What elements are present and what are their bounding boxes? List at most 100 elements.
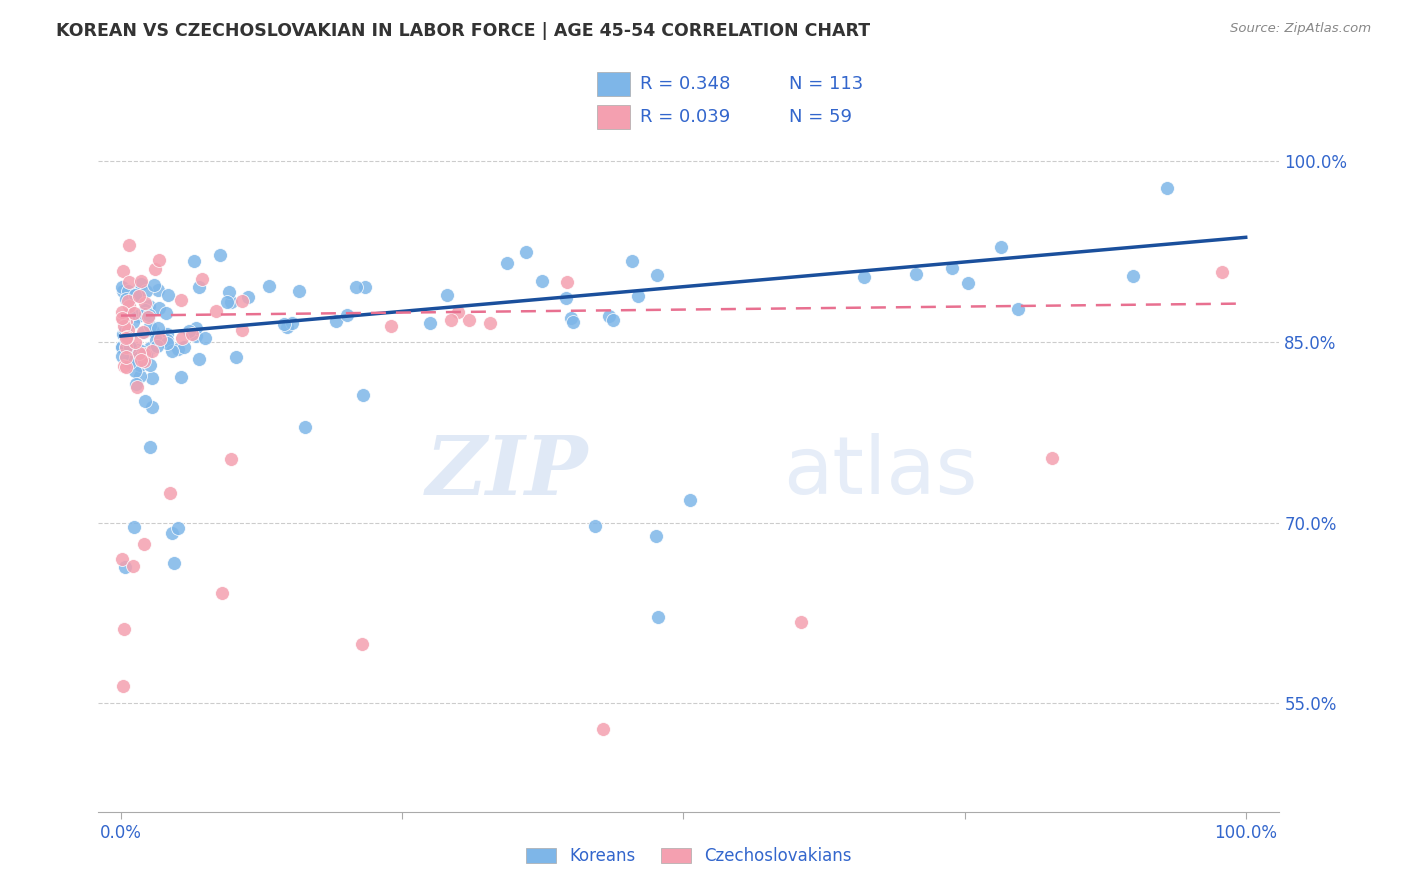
Point — [169, 370, 191, 384]
Point — [117, 285, 139, 299]
Point — [117, 293, 139, 308]
Point — [111, 340, 134, 354]
Point — [111, 552, 134, 566]
Point — [380, 319, 402, 334]
Point — [128, 289, 150, 303]
Point — [1156, 180, 1178, 194]
Point — [136, 310, 159, 324]
Point — [294, 419, 316, 434]
Point — [167, 342, 190, 356]
Point — [148, 252, 170, 267]
Point — [115, 330, 138, 344]
Point — [131, 343, 153, 358]
Point — [440, 313, 463, 327]
Point — [679, 492, 702, 507]
Point — [143, 262, 166, 277]
Point — [211, 586, 233, 600]
Point — [592, 722, 614, 736]
Point — [620, 254, 643, 268]
Point — [853, 270, 876, 285]
Point — [555, 291, 578, 305]
Point — [127, 380, 149, 394]
Point — [583, 518, 606, 533]
Point — [134, 295, 156, 310]
Point — [645, 268, 668, 282]
Point — [142, 278, 165, 293]
Point — [561, 315, 583, 329]
Point — [124, 364, 146, 378]
Point — [231, 294, 253, 309]
Point — [124, 288, 146, 302]
Point — [905, 268, 928, 282]
Point — [124, 351, 146, 365]
Point — [238, 290, 260, 304]
Point — [1007, 301, 1029, 316]
Point — [627, 289, 650, 303]
Point — [142, 324, 165, 338]
Point — [145, 334, 167, 348]
Point — [148, 283, 170, 297]
FancyBboxPatch shape — [598, 105, 630, 129]
Point — [139, 359, 162, 373]
Point — [122, 558, 145, 573]
Point — [156, 326, 179, 341]
Point — [112, 318, 135, 333]
Point — [447, 305, 470, 319]
Point — [354, 280, 377, 294]
Point — [134, 302, 156, 317]
Point — [156, 336, 179, 351]
Point — [115, 292, 138, 306]
Point — [560, 310, 582, 325]
Point — [124, 335, 146, 350]
Point — [941, 260, 963, 275]
Point — [208, 247, 231, 261]
Point — [146, 339, 169, 353]
Point — [122, 315, 145, 329]
Point — [121, 350, 143, 364]
Point — [132, 354, 155, 368]
Point — [177, 324, 200, 338]
Text: R = 0.348: R = 0.348 — [640, 75, 731, 93]
Point — [218, 285, 240, 300]
Point — [132, 347, 155, 361]
Point — [125, 285, 148, 299]
Point — [141, 344, 163, 359]
Point — [128, 368, 150, 383]
Point — [148, 301, 170, 316]
Point — [1211, 265, 1233, 279]
Point — [114, 323, 136, 337]
Point — [344, 280, 367, 294]
Point — [436, 287, 458, 301]
Point — [125, 376, 148, 391]
Point — [160, 526, 183, 541]
Point — [111, 310, 134, 325]
Point — [122, 306, 145, 320]
Point — [134, 536, 156, 550]
Point — [127, 309, 149, 323]
Point — [117, 323, 139, 337]
Point — [112, 680, 135, 694]
Point — [157, 287, 180, 301]
Point — [281, 316, 304, 330]
Point — [141, 371, 163, 385]
Point — [118, 354, 141, 368]
Point — [139, 440, 162, 454]
Point — [115, 359, 138, 374]
Point — [602, 313, 624, 327]
Point — [112, 284, 135, 298]
Point — [148, 320, 170, 334]
Point — [221, 451, 243, 466]
Text: ZIP: ZIP — [426, 432, 589, 512]
Text: R = 0.039: R = 0.039 — [640, 108, 730, 126]
Point — [114, 351, 136, 365]
Point — [187, 351, 209, 366]
Point — [115, 331, 138, 345]
Point — [190, 272, 212, 286]
Point — [112, 313, 135, 327]
Legend: Koreans, Czechoslovakians: Koreans, Czechoslovakians — [520, 840, 858, 872]
Point — [111, 340, 134, 354]
Point — [531, 274, 554, 288]
Point — [273, 317, 295, 331]
Point — [118, 238, 141, 252]
Point — [112, 359, 135, 373]
